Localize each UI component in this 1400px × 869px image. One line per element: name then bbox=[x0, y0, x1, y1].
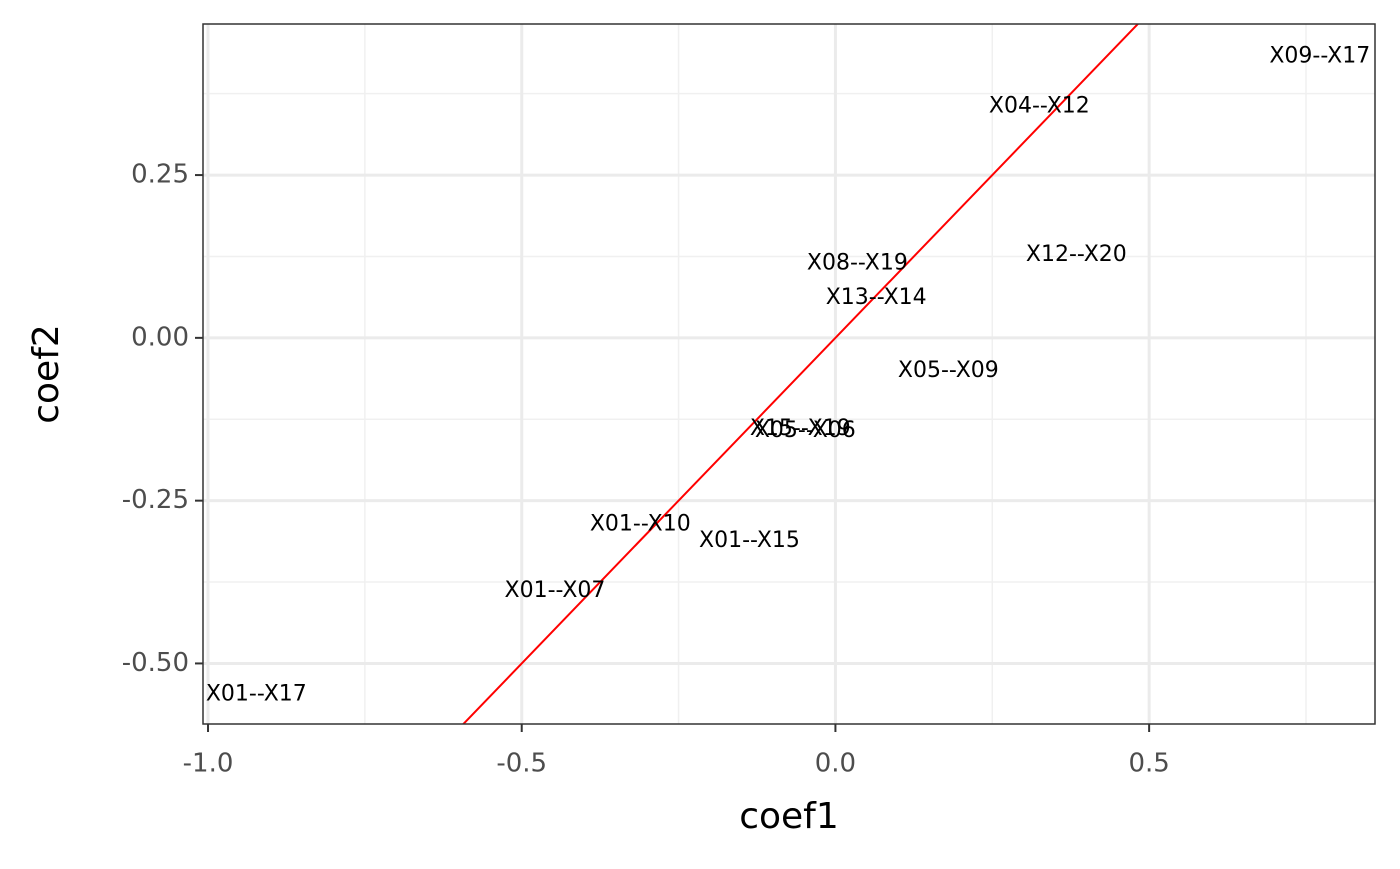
y-tick-label: -0.50 bbox=[122, 648, 189, 678]
point-label: X09--X17 bbox=[1269, 44, 1370, 69]
x-tick-label: 0.5 bbox=[1128, 749, 1169, 779]
point-label: X15--X19 bbox=[750, 416, 851, 441]
point-label: X05--X09 bbox=[898, 358, 999, 383]
point-label: X01--X17 bbox=[206, 682, 307, 707]
y-tick-label: 0.25 bbox=[131, 160, 189, 190]
y-tick-label: 0.00 bbox=[131, 322, 189, 352]
y-tick-label: -0.25 bbox=[122, 485, 189, 515]
x-axis-title: coef1 bbox=[739, 796, 839, 837]
point-label: X04--X12 bbox=[989, 94, 1090, 119]
x-tick-label: 0.0 bbox=[815, 749, 856, 779]
point-label: X05--X06 bbox=[755, 418, 856, 443]
point-label: X01--X15 bbox=[699, 528, 800, 553]
plot-area: X09--X17 X04--X12 X12--X20 X08--X19 X13--X14… bbox=[206, 24, 1370, 724]
point-label: X01--X07 bbox=[505, 578, 606, 603]
panel bbox=[203, 24, 1375, 724]
point-label: X08--X19 bbox=[807, 251, 908, 276]
grid bbox=[203, 24, 1375, 724]
point-label: X13--X14 bbox=[826, 285, 927, 310]
reference-line bbox=[461, 24, 1140, 724]
point-label: X01--X10 bbox=[590, 512, 691, 537]
axes: -1.0 -0.5 0.0 0.5 0.25 0.00 -0.25 -0.50 bbox=[122, 160, 1170, 779]
panel-border bbox=[202, 23, 1376, 725]
y-axis-title: coef2 bbox=[26, 324, 67, 424]
point-label: X12--X20 bbox=[1026, 242, 1127, 267]
x-tick-label: -1.0 bbox=[183, 749, 234, 779]
x-tick-label: -0.5 bbox=[496, 749, 547, 779]
